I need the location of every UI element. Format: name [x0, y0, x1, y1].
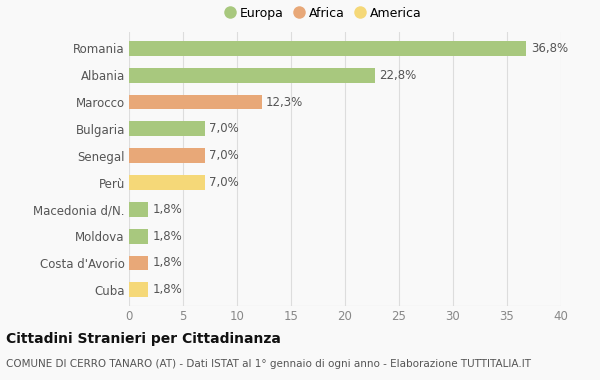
Bar — [129, 68, 375, 82]
Text: 1,8%: 1,8% — [153, 256, 182, 269]
Bar — [129, 256, 148, 270]
Text: 1,8%: 1,8% — [153, 230, 182, 243]
Text: 36,8%: 36,8% — [531, 42, 568, 55]
Text: Cittadini Stranieri per Cittadinanza: Cittadini Stranieri per Cittadinanza — [6, 332, 281, 347]
Text: 1,8%: 1,8% — [153, 283, 182, 296]
Bar — [129, 148, 205, 163]
Text: 7,0%: 7,0% — [209, 176, 239, 189]
Bar — [129, 202, 148, 217]
Bar — [129, 229, 148, 244]
Text: 7,0%: 7,0% — [209, 149, 239, 162]
Bar — [129, 175, 205, 190]
Bar — [129, 95, 262, 109]
Text: COMUNE DI CERRO TANARO (AT) - Dati ISTAT al 1° gennaio di ogni anno - Elaborazio: COMUNE DI CERRO TANARO (AT) - Dati ISTAT… — [6, 359, 531, 369]
Bar — [129, 122, 205, 136]
Text: 7,0%: 7,0% — [209, 122, 239, 135]
Text: 12,3%: 12,3% — [266, 95, 304, 109]
Bar — [129, 41, 526, 56]
Text: 1,8%: 1,8% — [153, 203, 182, 216]
Legend: Europa, Africa, America: Europa, Africa, America — [225, 7, 422, 20]
Text: 22,8%: 22,8% — [380, 69, 417, 82]
Bar — [129, 282, 148, 297]
